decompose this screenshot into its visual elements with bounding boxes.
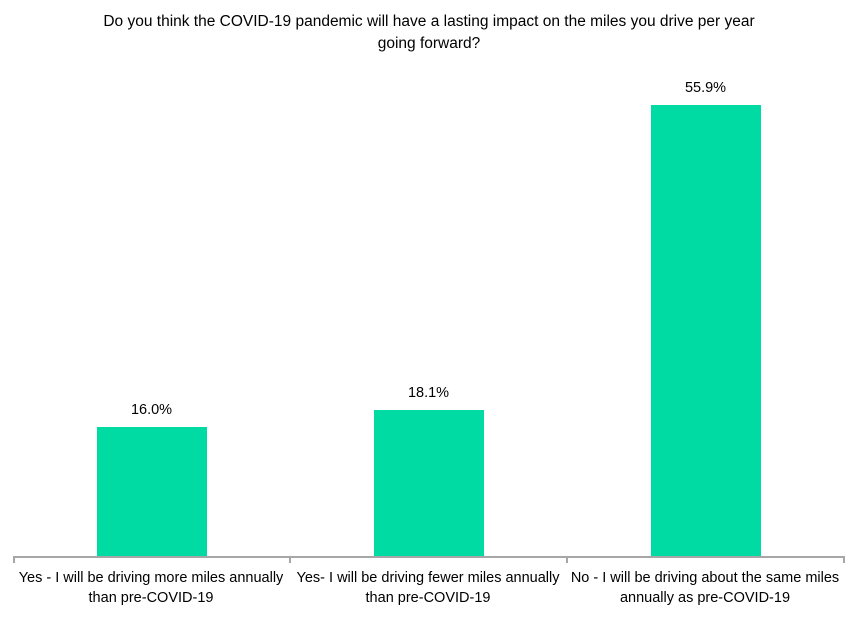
x-axis-tick [289, 556, 291, 563]
bar-value-label: 55.9% [684, 80, 727, 96]
bar-value-label: 18.1% [407, 385, 450, 401]
category-label: No - I will be driving about the same mi… [570, 570, 840, 606]
x-axis-tick [843, 556, 845, 563]
x-axis-tick [13, 556, 15, 563]
bar [96, 427, 207, 556]
bar-group: 55.9% [567, 0, 844, 556]
bar [373, 410, 484, 556]
bar [650, 105, 761, 556]
x-axis-tick [566, 556, 568, 563]
bar-group: 18.1% [290, 0, 567, 556]
bar-group: 16.0% [13, 0, 290, 556]
category-label: Yes- I will be driving fewer miles annua… [296, 570, 560, 606]
category-label: Yes - I will be driving more miles annua… [18, 570, 284, 606]
x-axis-line [13, 556, 844, 558]
bar-value-label: 16.0% [130, 402, 173, 418]
chart-title: Do you think the COVID-19 pandemic will … [103, 13, 755, 52]
